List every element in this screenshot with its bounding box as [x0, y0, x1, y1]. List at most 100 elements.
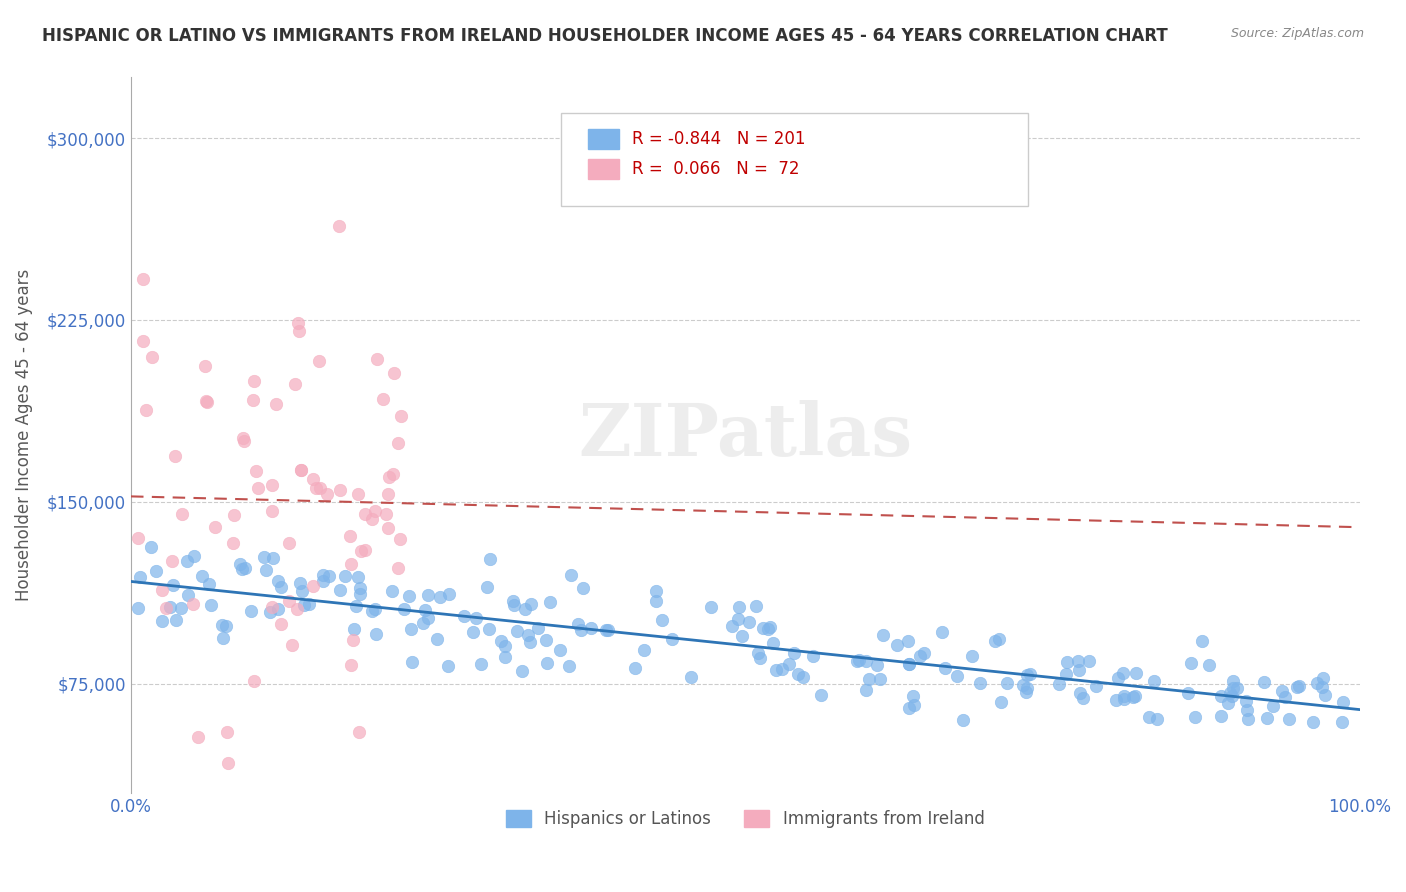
Point: [290, 463, 312, 477]
Point: [418, 588, 440, 602]
Point: [489, 633, 512, 648]
Point: [145, 564, 167, 578]
Text: HISPANIC OR LATINO VS IMMIGRANTS FROM IRELAND HOUSEHOLDER INCOME AGES 45 - 64 YE: HISPANIC OR LATINO VS IMMIGRANTS FROM IR…: [42, 27, 1168, 45]
Point: [353, 543, 375, 558]
Point: [1263, 698, 1285, 713]
Text: ZIPatlas: ZIPatlas: [578, 400, 912, 471]
Text: R = -0.844   N = 201: R = -0.844 N = 201: [633, 130, 806, 148]
Point: [595, 623, 617, 637]
Point: [1253, 674, 1275, 689]
Point: [644, 583, 666, 598]
Point: [645, 594, 668, 608]
Point: [762, 636, 785, 650]
Point: [478, 622, 501, 636]
Point: [141, 540, 163, 554]
Point: [1209, 689, 1232, 703]
Point: [453, 609, 475, 624]
Point: [1330, 715, 1353, 730]
Point: [342, 633, 364, 648]
Point: [1312, 671, 1334, 685]
Point: [1302, 714, 1324, 729]
Point: [318, 568, 340, 582]
Point: [316, 487, 339, 501]
Point: [536, 656, 558, 670]
Point: [1198, 657, 1220, 672]
Point: [801, 649, 824, 664]
Point: [1310, 680, 1333, 694]
Point: [995, 676, 1018, 690]
Point: [1306, 676, 1329, 690]
Point: [378, 470, 401, 484]
Point: [548, 643, 571, 657]
Point: [517, 628, 540, 642]
Point: [579, 621, 602, 635]
Point: [311, 568, 333, 582]
Point: [280, 639, 302, 653]
Point: [1107, 671, 1129, 685]
Point: [1274, 690, 1296, 705]
Point: [195, 394, 218, 409]
Point: [177, 589, 200, 603]
Point: [475, 580, 498, 594]
Point: [1114, 689, 1136, 703]
Point: [155, 601, 177, 615]
Point: [872, 628, 894, 642]
Point: [339, 557, 361, 571]
Point: [1226, 681, 1249, 695]
Point: [1125, 665, 1147, 680]
Point: [737, 615, 759, 630]
Point: [243, 374, 266, 388]
Point: [569, 623, 592, 637]
Point: [329, 583, 352, 598]
Point: [245, 464, 267, 478]
Point: [426, 632, 449, 647]
Point: [912, 646, 935, 660]
Point: [335, 569, 357, 583]
Point: [360, 512, 382, 526]
FancyBboxPatch shape: [588, 129, 619, 149]
Point: [413, 603, 436, 617]
Point: [127, 531, 149, 545]
Point: [311, 574, 333, 589]
Point: [1313, 688, 1336, 702]
Point: [519, 635, 541, 649]
Point: [260, 599, 283, 614]
Point: [1047, 676, 1070, 690]
Point: [194, 359, 217, 374]
Point: [1234, 694, 1257, 708]
Point: [700, 599, 723, 614]
Point: [749, 650, 772, 665]
Point: [347, 570, 370, 584]
Point: [194, 393, 217, 408]
Point: [329, 483, 352, 497]
Point: [1216, 696, 1239, 710]
Point: [346, 487, 368, 501]
Point: [1011, 678, 1033, 692]
Point: [132, 272, 155, 286]
Point: [869, 672, 891, 686]
Point: [285, 601, 308, 615]
Point: [377, 520, 399, 534]
Point: [866, 658, 889, 673]
Point: [1256, 711, 1278, 725]
Point: [633, 643, 655, 657]
Point: [765, 663, 787, 677]
Point: [339, 529, 361, 543]
Point: [387, 561, 409, 575]
Point: [728, 600, 751, 615]
Point: [567, 616, 589, 631]
Point: [392, 602, 415, 616]
Point: [1278, 712, 1301, 726]
Point: [375, 508, 398, 522]
Point: [1285, 680, 1308, 694]
Point: [465, 611, 488, 625]
Point: [270, 616, 292, 631]
Point: [1331, 695, 1354, 709]
Point: [401, 655, 423, 669]
Point: [1067, 663, 1090, 677]
Point: [901, 689, 924, 703]
Point: [217, 756, 239, 770]
Point: [778, 657, 800, 671]
Point: [170, 508, 193, 522]
Point: [731, 629, 754, 643]
